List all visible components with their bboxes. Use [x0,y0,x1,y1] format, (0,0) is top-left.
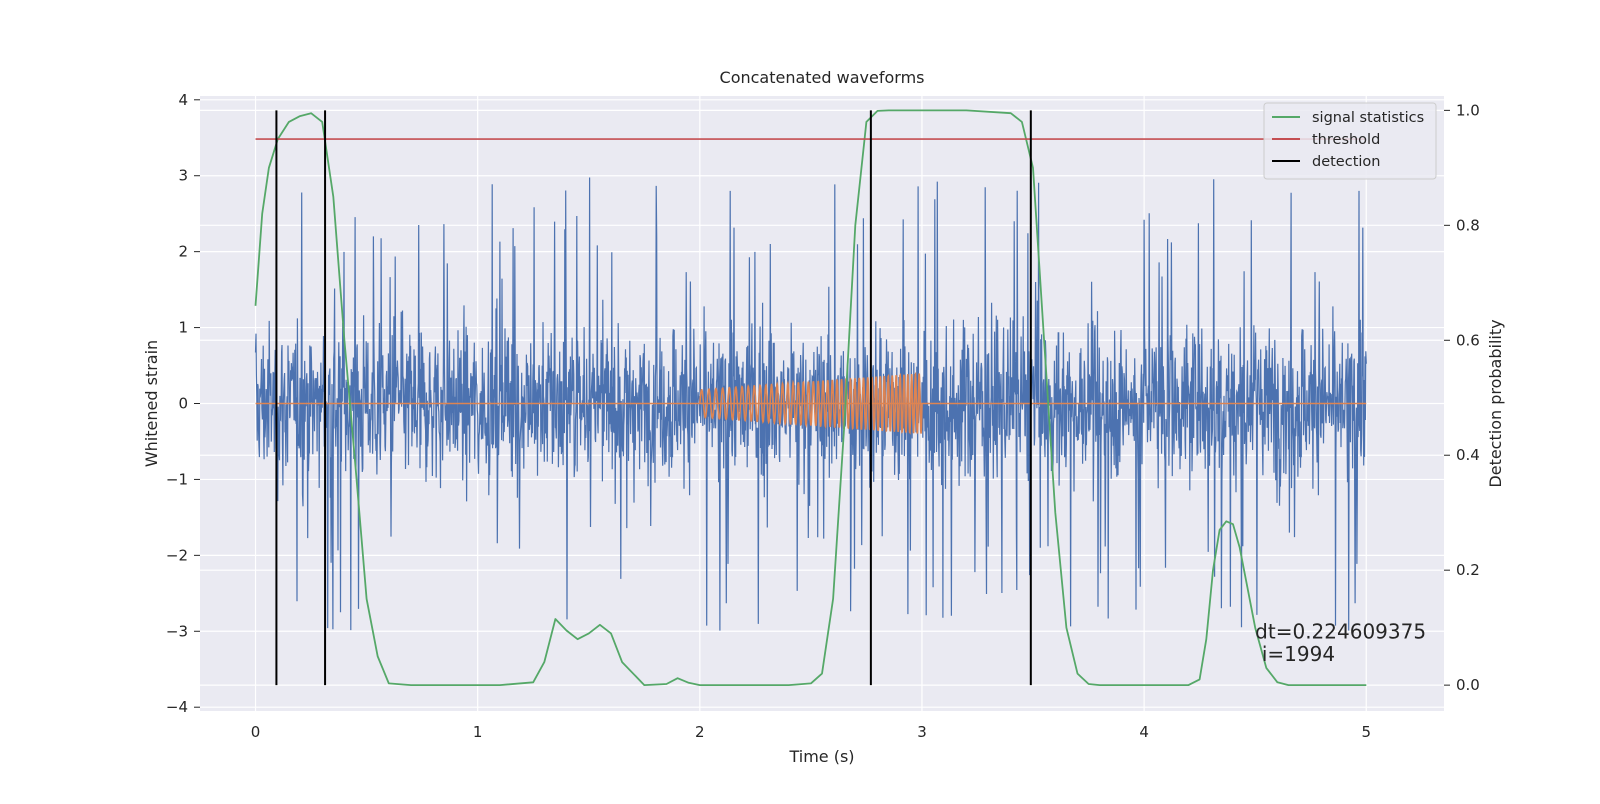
y-tick-label: 3 [178,167,188,185]
annotation-text: i=1994 [1262,642,1335,666]
x-tick-label: 1 [473,723,483,741]
y-tick-label: 4 [178,91,188,109]
y2-tick-label: 0.6 [1456,331,1480,349]
y-tick-label: 0 [178,395,188,413]
noise-series-line [254,177,1367,631]
y2-tick-label: 1.0 [1456,101,1480,119]
legend-label: detection [1312,154,1380,170]
legend-label: signal statistics [1312,110,1424,126]
y2-tick-label: 0.2 [1456,561,1480,579]
y-tick-label: −1 [166,470,188,488]
y-axis-label: Whitened strain [142,340,161,467]
y-tick-label: −4 [166,698,188,716]
y-tick-label: 2 [178,243,188,261]
x-tick-label: 4 [1139,723,1149,741]
chirp-series-line [699,371,923,435]
y2-tick-label: 0.0 [1456,676,1480,694]
y-tick-label: −2 [166,546,188,564]
y2-tick-label: 0.8 [1456,216,1480,234]
x-tick-label: 0 [251,723,261,741]
signal-statistics-line [254,109,1367,686]
x-tick-label: 5 [1361,723,1371,741]
legend-label: threshold [1312,132,1380,148]
series-layer [254,109,1367,686]
y2-tick-label: 0.4 [1456,446,1480,464]
y-tick-label: 1 [178,319,188,337]
x-axis-label: Time (s) [788,747,854,766]
x-tick-label: 2 [695,723,705,741]
y-tick-label: −3 [166,622,188,640]
y2-axis-label: Detection probability [1486,319,1505,487]
chart-title: Concatenated waveforms [720,68,925,87]
legend: signal statistics threshold detection [1263,102,1437,180]
axis-layer: 0 1 2 3 4 5 −4 −3 −2 −1 0 1 2 3 4 0.0 0.2 0.4 0.6 0.8 1.0 [166,91,1480,741]
x-tick-label: 3 [917,723,927,741]
annotation-text: dt=0.224609375 [1255,619,1426,643]
legend-box [1263,102,1437,180]
